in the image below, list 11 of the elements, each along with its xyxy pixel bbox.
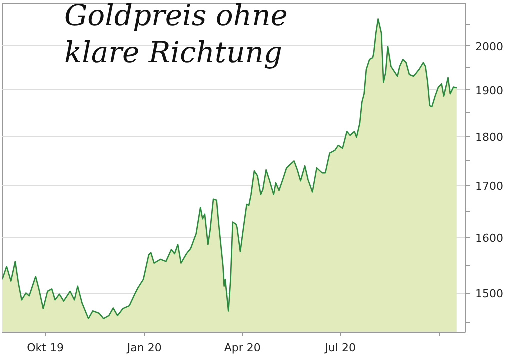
y-tick-label: 1700 (476, 180, 504, 194)
y-tick-label: 1600 (476, 232, 504, 246)
x-tick-label: Jul 20 (324, 342, 356, 354)
y-tick-label: 1800 (476, 130, 504, 144)
text: Goldpreis ohne klare Richtung (64, 0, 288, 70)
x-tick-label: Jan 20 (126, 342, 162, 354)
y-tick-label: 2000 (476, 40, 504, 54)
y-tick-label: 1900 (476, 84, 504, 98)
y-tick-label: 1500 (476, 288, 504, 301)
x-tick-label: Okt 19 (27, 342, 64, 354)
x-tick-label: Apr 20 (224, 342, 261, 354)
